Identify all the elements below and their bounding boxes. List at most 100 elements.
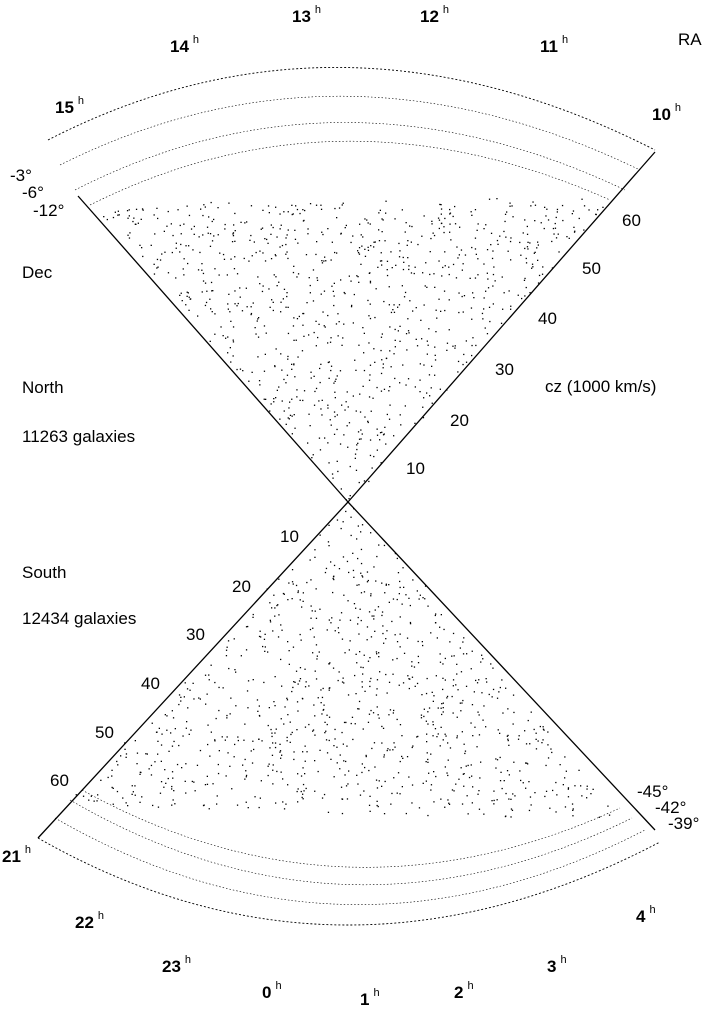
north-galaxy-point <box>229 347 231 349</box>
south-galaxy-point <box>446 695 449 698</box>
south-galaxy-point <box>318 651 320 653</box>
north-galaxy-point <box>510 305 512 307</box>
south-galaxy-point <box>444 806 446 808</box>
north-galaxy-point <box>434 359 437 361</box>
south-galaxy-point <box>370 593 372 595</box>
north-galaxy-point <box>464 254 467 256</box>
north-galaxy-point <box>293 414 295 416</box>
south-galaxy-point <box>449 747 452 749</box>
south-galaxy-point <box>473 691 475 693</box>
south-galaxy-point <box>171 710 173 712</box>
north-galaxy-point <box>343 291 345 294</box>
south-galaxy-point <box>332 591 334 594</box>
south-galaxy-point <box>356 774 358 776</box>
north-galaxy-point <box>320 208 323 210</box>
south-galaxy-point <box>507 738 509 740</box>
south-galaxy-point <box>402 567 404 569</box>
north-galaxy-point <box>394 218 396 220</box>
north-galaxy-point <box>506 211 508 213</box>
north-galaxy-point <box>470 211 472 213</box>
south-galaxy-point <box>233 756 235 758</box>
south-galaxy-point <box>462 641 464 643</box>
south-galaxy-point <box>448 802 450 804</box>
north-galaxy-point <box>588 209 590 211</box>
north-galaxy-point <box>248 260 250 262</box>
south-galaxy-point <box>512 793 514 795</box>
north-galaxy-point <box>555 216 557 219</box>
south-galaxy-point <box>297 710 299 712</box>
north-galaxy-point <box>204 282 207 284</box>
south-galaxy-point <box>461 803 464 805</box>
south-galaxy-point <box>216 795 218 797</box>
south-galaxy-point <box>317 697 319 699</box>
south-galaxy-point <box>198 697 200 699</box>
north-galaxy-point <box>293 265 295 267</box>
south-galaxy-point <box>396 718 398 721</box>
south-galaxy-point <box>406 756 409 758</box>
south-galaxy-point <box>342 556 345 558</box>
north-galaxy-point <box>218 274 220 276</box>
south-galaxy-point <box>297 590 299 592</box>
south-galaxy-point <box>447 774 449 777</box>
south-galaxy-point <box>430 784 433 786</box>
north-galaxy-point <box>264 353 266 355</box>
south-galaxy-point <box>386 630 388 632</box>
south-galaxy-point <box>383 544 386 547</box>
south-galaxy-point <box>218 750 220 752</box>
south-galaxy-point <box>409 678 411 680</box>
south-galaxy-point <box>148 768 150 770</box>
south-galaxy-point <box>287 784 289 786</box>
north-galaxy-point <box>469 277 471 279</box>
south-galaxy-point <box>412 579 414 581</box>
south-galaxy-point <box>269 619 271 621</box>
south-galaxy-point <box>296 790 298 793</box>
south-galaxy-point <box>514 795 516 797</box>
south-galaxy-point <box>127 805 129 807</box>
south-galaxy-point <box>447 742 449 744</box>
south-galaxy-point <box>112 803 114 805</box>
north-galaxy-point <box>471 354 473 357</box>
north-galaxy-point <box>486 249 489 251</box>
north-galaxy-point <box>553 233 555 235</box>
south-galaxy-point <box>295 670 298 672</box>
south-galaxy-point <box>150 764 153 767</box>
north-galaxy-point <box>132 220 134 223</box>
south-galaxy-point <box>171 788 173 790</box>
south-galaxy-point <box>159 792 162 794</box>
south-galaxy-point <box>251 762 254 764</box>
north-galaxy-point <box>415 307 417 309</box>
north-galaxy-point <box>270 233 272 235</box>
south-galaxy-point <box>302 767 304 769</box>
north-galaxy-point <box>265 332 267 334</box>
north-galaxy-point <box>524 247 526 250</box>
north-galaxy-point <box>232 326 235 328</box>
north-galaxy-point <box>505 236 507 238</box>
south-galaxy-point <box>381 614 383 617</box>
south-galaxy-point <box>279 750 282 752</box>
south-galaxy-point <box>392 712 394 714</box>
south-galaxy-point <box>491 800 493 802</box>
south-galaxy-point <box>156 731 158 733</box>
south-galaxy-point <box>411 661 413 663</box>
north-galaxy-point <box>403 261 405 263</box>
north-galaxy-point <box>250 306 252 308</box>
south-galaxy-point <box>442 707 444 709</box>
south-galaxy-point <box>376 787 379 789</box>
north-galaxy-point <box>542 266 544 268</box>
north-galaxy-point <box>209 245 212 247</box>
south-galaxy-point <box>274 742 277 744</box>
south-galaxy-point <box>160 744 163 746</box>
south-galaxy-point <box>234 743 236 746</box>
north-galaxy-point <box>533 252 535 254</box>
north-galaxy-point <box>181 300 183 302</box>
south-galaxy-point <box>325 730 327 732</box>
south-galaxy-point <box>581 795 583 797</box>
south-galaxy-point <box>334 728 336 731</box>
north-galaxy-point <box>288 407 290 409</box>
north-galaxy-point <box>243 257 245 260</box>
north-galaxy-point <box>360 438 362 440</box>
south-dec-label-1: -45° <box>637 782 668 801</box>
north-galaxy-point <box>179 294 181 296</box>
north-galaxy-point <box>271 299 273 301</box>
north-galaxy-point <box>324 256 326 258</box>
